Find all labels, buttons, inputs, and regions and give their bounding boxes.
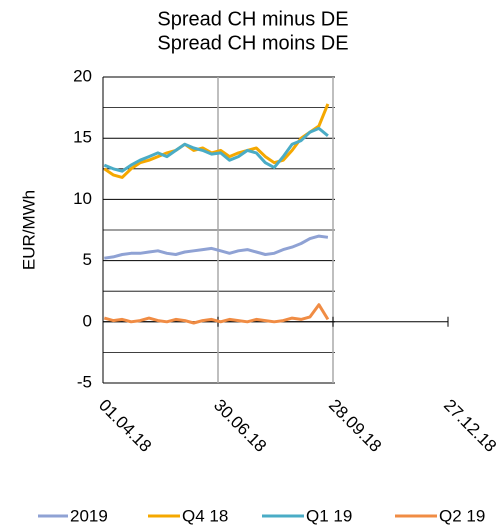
y-tick-label: 5 <box>83 250 92 269</box>
chart-title: Spread CH minus DE <box>157 8 348 30</box>
y-tick-label: 0 <box>83 311 92 330</box>
legend-label: Q1 19 <box>306 506 352 525</box>
x-tick-label: 01.04.18 <box>95 396 155 456</box>
legend-label: Q2 19 <box>439 506 485 525</box>
y-tick-label: 10 <box>73 189 92 208</box>
y-tick-label: -5 <box>77 372 92 391</box>
y-tick-label: 20 <box>73 66 92 85</box>
chart-title: Spread CH moins DE <box>157 32 348 54</box>
x-tick-label: 30.06.18 <box>210 396 270 456</box>
y-axis-label: EUR/MWh <box>19 190 38 270</box>
y-tick-label: 15 <box>73 128 92 147</box>
x-tick-label: 28.09.18 <box>325 396 385 456</box>
x-tick-label: 27.12.18 <box>440 396 500 456</box>
series-line <box>103 103 330 179</box>
series-line <box>103 303 330 325</box>
legend-label: Q4 18 <box>182 506 228 525</box>
series-line <box>104 234 329 260</box>
series-line <box>103 126 329 173</box>
legend-label: 2019 <box>70 506 108 525</box>
